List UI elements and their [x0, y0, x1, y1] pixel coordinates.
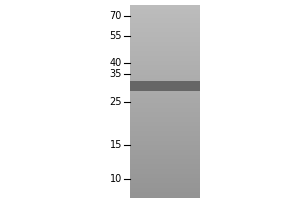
Text: 55: 55 — [110, 31, 122, 41]
Text: 15: 15 — [110, 140, 122, 150]
Bar — [130, 81, 200, 91]
Text: 70: 70 — [110, 11, 122, 21]
Text: 25: 25 — [110, 97, 122, 107]
Text: 10: 10 — [110, 174, 122, 184]
Text: KDa: KDa — [102, 0, 122, 2]
Text: 35: 35 — [110, 69, 122, 79]
Text: 40: 40 — [110, 58, 122, 68]
